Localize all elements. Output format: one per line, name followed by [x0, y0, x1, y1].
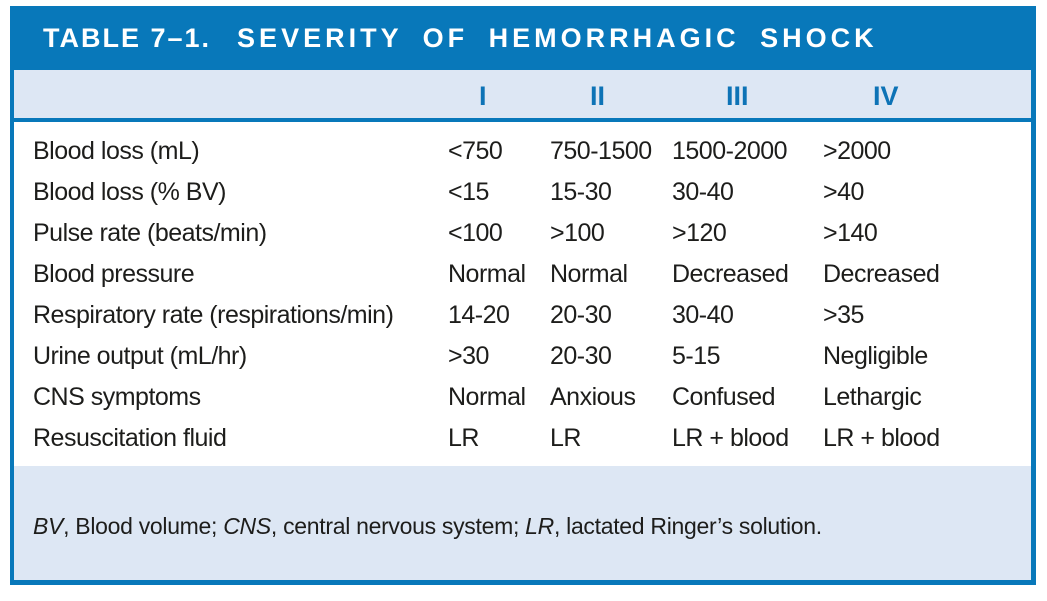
- value-cell: >100: [550, 219, 605, 247]
- value-cell: LR: [448, 424, 479, 452]
- value-cell: Normal: [550, 260, 628, 288]
- value-cell: Lethargic: [823, 383, 922, 411]
- value-cell: 20-30: [550, 301, 612, 329]
- table-frame: I II III IV Blood loss (mL) <750 750-150…: [10, 70, 1036, 585]
- value-cell: 30-40: [672, 178, 734, 206]
- value-cell: Anxious: [550, 383, 636, 411]
- value-cell: >2000: [823, 137, 891, 165]
- value-cell: LR: [550, 424, 581, 452]
- row-label: Resuscitation fluid: [33, 424, 227, 452]
- table-row: CNS symptoms Normal Anxious Confused Let…: [14, 377, 1031, 418]
- value-cell: >35: [823, 301, 864, 329]
- row-label: Pulse rate (beats/min): [33, 219, 267, 247]
- value-cell: >120: [672, 219, 727, 247]
- abbreviation-term: LR: [525, 513, 554, 539]
- table-row: Pulse rate (beats/min) <100 >100 >120 >1…: [14, 213, 1031, 254]
- value-cell: Confused: [672, 383, 776, 411]
- value-cell: >30: [448, 342, 489, 370]
- column-header-row: I II III IV: [14, 70, 1031, 122]
- table-row: Urine output (mL/hr) >30 20-30 5-15 Negl…: [14, 336, 1031, 377]
- value-cell: LR + blood: [823, 424, 940, 452]
- column-header-class-2: II: [590, 81, 606, 111]
- value-cell: Normal: [448, 260, 526, 288]
- column-header-class-3: III: [726, 81, 749, 111]
- row-label: Respiratory rate (respirations/min): [33, 301, 394, 329]
- footnote-text: , Blood volume;: [63, 513, 224, 539]
- table-number: TABLE 7–1.: [43, 22, 212, 53]
- value-cell: Normal: [448, 383, 526, 411]
- row-label: Blood pressure: [33, 260, 195, 288]
- table-body: Blood loss (mL) <750 750-1500 1500-2000 …: [14, 122, 1031, 466]
- table-title-bar: TABLE 7–1. SEVERITY OF HEMORRHAGIC SHOCK: [10, 6, 1036, 70]
- value-cell: >140: [823, 219, 878, 247]
- value-cell: 30-40: [672, 301, 734, 329]
- value-cell: Negligible: [823, 342, 928, 370]
- page-title: SEVERITY OF HEMORRHAGIC SHOCK: [237, 22, 878, 53]
- column-header-class-4: IV: [873, 81, 899, 111]
- footnote-text: , lactated Ringer’s solution.: [553, 513, 822, 539]
- footnote-text: , central nervous system;: [270, 513, 526, 539]
- row-label: Blood loss (% BV): [33, 178, 226, 206]
- row-label: Urine output (mL/hr): [33, 342, 247, 370]
- value-cell: 1500-2000: [672, 137, 788, 165]
- value-cell: 20-30: [550, 342, 612, 370]
- column-header-class-1: I: [479, 81, 487, 111]
- table-row: Blood pressure Normal Normal Decreased D…: [14, 254, 1031, 295]
- row-label: Blood loss (mL): [33, 137, 200, 165]
- value-cell: <100: [448, 219, 503, 247]
- value-cell: <750: [448, 137, 503, 165]
- value-cell: Decreased: [823, 260, 940, 288]
- table-row: Blood loss (mL) <750 750-1500 1500-2000 …: [14, 131, 1031, 172]
- value-cell: LR + blood: [672, 424, 789, 452]
- value-cell: 14-20: [448, 301, 510, 329]
- table-row: Blood loss (% BV) <15 15-30 30-40 >40: [14, 172, 1031, 213]
- value-cell: <15: [448, 178, 489, 206]
- value-cell: >40: [823, 178, 864, 206]
- value-cell: 750-1500: [550, 137, 652, 165]
- abbreviation-term: BV: [33, 513, 64, 539]
- table-row: Respiratory rate (respirations/min) 14-2…: [14, 295, 1031, 336]
- table-row: Resuscitation fluid LR LR LR + blood LR …: [14, 418, 1031, 459]
- value-cell: 15-30: [550, 178, 612, 206]
- value-cell: 5-15: [672, 342, 721, 370]
- severity-table: TABLE 7–1. SEVERITY OF HEMORRHAGIC SHOCK…: [10, 6, 1036, 585]
- row-label: CNS symptoms: [33, 383, 201, 411]
- footnote: BV, Blood volume; CNS, central nervous s…: [14, 466, 1031, 580]
- value-cell: Decreased: [672, 260, 789, 288]
- abbreviation-term: CNS: [223, 513, 271, 539]
